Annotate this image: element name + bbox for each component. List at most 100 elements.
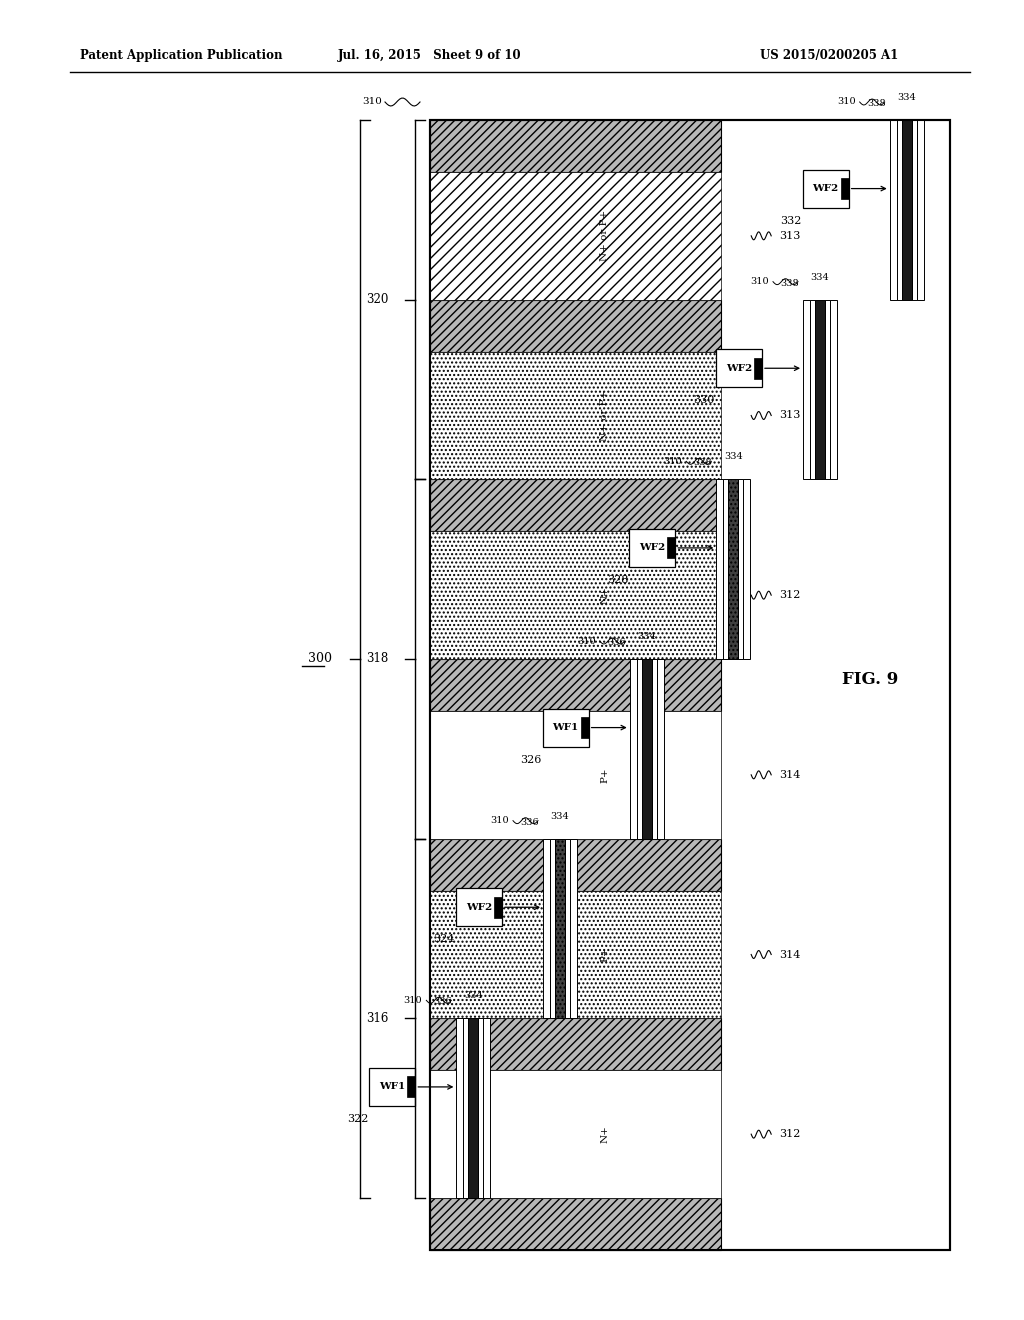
Bar (717, 479, 723, 659)
Text: FIG. 9: FIG. 9 (842, 672, 898, 689)
Bar (430, 172, 721, 300)
Bar (430, 1018, 721, 1071)
Text: 334: 334 (811, 273, 829, 281)
Bar (370, 1068, 416, 1106)
Text: 310: 310 (362, 98, 382, 107)
Text: 334: 334 (724, 453, 742, 461)
Text: 334: 334 (551, 812, 569, 821)
Text: 334: 334 (897, 92, 916, 102)
Text: WF1: WF1 (553, 723, 579, 733)
Text: 338: 338 (780, 279, 799, 288)
Bar (430, 300, 721, 351)
Bar (543, 838, 550, 1018)
Bar (430, 711, 721, 838)
Text: 328: 328 (606, 576, 628, 585)
Text: 300: 300 (308, 652, 332, 665)
Text: 314: 314 (779, 770, 801, 780)
Text: 336: 336 (434, 998, 453, 1006)
Bar (430, 532, 721, 659)
Bar (825, 300, 830, 479)
Text: P+: P+ (600, 767, 609, 783)
Bar (478, 1018, 483, 1199)
Bar (630, 529, 676, 566)
Bar (456, 888, 502, 927)
Bar (483, 1018, 490, 1199)
Bar (430, 120, 950, 1250)
Bar (463, 1018, 468, 1199)
Bar (810, 300, 815, 479)
Bar (651, 659, 656, 838)
Bar (630, 659, 637, 838)
Text: 313: 313 (779, 231, 801, 240)
Bar (430, 891, 721, 1018)
Bar (430, 659, 721, 711)
Text: 320: 320 (366, 293, 388, 306)
Bar (743, 479, 751, 659)
Bar (468, 1018, 478, 1199)
Bar (916, 120, 924, 300)
Bar (911, 120, 916, 300)
Text: 338: 338 (693, 458, 713, 467)
Bar (430, 120, 721, 172)
Bar (830, 300, 837, 479)
Bar (897, 120, 902, 300)
Text: N+ or P+: N+ or P+ (600, 389, 609, 441)
Text: 310: 310 (578, 636, 596, 645)
Bar (430, 479, 721, 532)
Bar (550, 838, 555, 1018)
Text: 326: 326 (520, 755, 542, 764)
Text: 336: 336 (607, 638, 626, 647)
Text: N+ or P+: N+ or P+ (600, 210, 609, 261)
Text: 314: 314 (779, 949, 801, 960)
Text: 332: 332 (780, 215, 802, 226)
Text: Patent Application Publication: Patent Application Publication (80, 49, 283, 62)
Text: 334: 334 (464, 991, 482, 1001)
Text: 338: 338 (867, 99, 886, 108)
Bar (754, 358, 762, 379)
Text: 330: 330 (693, 395, 715, 405)
Text: 336: 336 (520, 817, 539, 826)
Text: N+: N+ (600, 1125, 609, 1143)
Text: 312: 312 (779, 590, 801, 601)
Bar (902, 120, 911, 300)
Text: 310: 310 (490, 816, 509, 825)
Text: 313: 313 (779, 411, 801, 421)
Bar (408, 1077, 416, 1097)
Text: 318: 318 (366, 652, 388, 665)
Bar (803, 300, 810, 479)
Bar (815, 300, 825, 479)
Bar (581, 717, 589, 738)
Bar (656, 659, 664, 838)
Text: 310: 310 (403, 995, 422, 1005)
Text: 310: 310 (751, 277, 769, 286)
Text: 324: 324 (433, 935, 455, 944)
Text: 312: 312 (779, 1129, 801, 1139)
Bar (637, 659, 642, 838)
Bar (430, 1199, 721, 1250)
Bar (430, 1071, 721, 1199)
Bar (668, 537, 676, 558)
Bar (803, 169, 849, 207)
Text: WF1: WF1 (379, 1082, 406, 1092)
Text: WF2: WF2 (726, 364, 752, 372)
Text: WF2: WF2 (812, 183, 839, 193)
Bar (430, 351, 721, 479)
Bar (494, 896, 502, 917)
Text: N+: N+ (600, 586, 609, 605)
Text: P+: P+ (600, 946, 609, 962)
Bar (716, 350, 762, 387)
Text: WF2: WF2 (466, 903, 493, 912)
Text: 334: 334 (637, 632, 656, 642)
Text: 322: 322 (347, 1114, 368, 1123)
Bar (841, 178, 849, 199)
Bar (543, 709, 589, 747)
Text: 310: 310 (837, 98, 856, 107)
Text: 316: 316 (366, 1012, 388, 1024)
Text: Jul. 16, 2015   Sheet 9 of 10: Jul. 16, 2015 Sheet 9 of 10 (338, 49, 522, 62)
Text: 310: 310 (664, 457, 682, 466)
Bar (555, 838, 565, 1018)
Text: WF2: WF2 (639, 544, 666, 552)
Bar (728, 479, 738, 659)
Bar (642, 659, 651, 838)
Bar (723, 479, 728, 659)
